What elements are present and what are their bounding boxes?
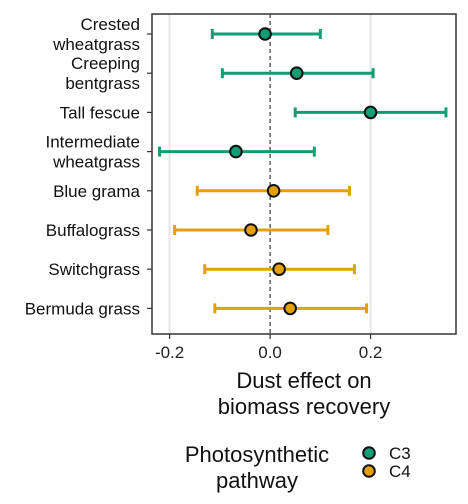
estimate-row-1: [220, 66, 375, 80]
legend-label-C4: C4: [389, 462, 411, 481]
x-axis: -0.2 0.0 0.2: [155, 334, 382, 362]
category-label-3-line-1: wheatgrass: [52, 153, 140, 172]
legend-label-C3: C3: [389, 444, 411, 463]
estimate-row-5: [173, 223, 330, 237]
point-6: [272, 262, 286, 277]
plot-panel-border: [151, 13, 457, 335]
grid-lines: [168, 14, 372, 334]
x-tick-label-2: 0.2: [359, 343, 383, 362]
x-axis-title-line-0: Dust effect on: [236, 368, 371, 393]
category-label-5: Buffalograss: [46, 221, 140, 240]
estimate-row-3: [158, 144, 316, 159]
x-tick-label-1: 0.0: [258, 343, 282, 362]
category-label-7: Bermuda grass: [25, 299, 140, 318]
point-2: [363, 105, 378, 120]
category-label-1-line-1: bentgrass: [65, 74, 140, 93]
estimate-row-6: [203, 262, 356, 277]
category-label-2: Tall fescue: [60, 103, 140, 122]
category-label-6: Switchgrass: [48, 260, 140, 279]
point-5: [244, 223, 258, 237]
data-marks: [158, 27, 448, 316]
estimate-row-4: [195, 184, 351, 198]
point-0: [258, 27, 272, 41]
x-axis-title-line-1: biomass recovery: [218, 394, 390, 419]
legend-title-line-0: Photosynthetic: [185, 442, 329, 467]
legend-key-C3: [362, 446, 376, 460]
point-3: [229, 144, 243, 159]
category-label-0-line-0: Crested: [80, 15, 140, 34]
point-1: [289, 66, 304, 80]
category-label-3-line-0: Intermediate: [46, 133, 141, 152]
point-4: [266, 184, 281, 198]
category-label-1-line-0: Creeping: [71, 54, 140, 73]
estimate-row-2: [293, 105, 448, 120]
category-label-4: Blue grama: [53, 182, 140, 201]
category-label-0-line-1: wheatgrass: [52, 35, 140, 54]
x-tick-label-0: -0.2: [155, 343, 184, 362]
legend-key-C4: [362, 464, 376, 478]
legend-title-line-1: pathway: [216, 468, 298, 493]
point-7: [283, 301, 297, 316]
estimate-row-0: [210, 27, 322, 41]
estimate-row-7: [213, 301, 369, 316]
